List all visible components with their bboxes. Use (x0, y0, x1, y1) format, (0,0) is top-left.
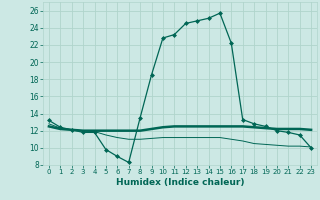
X-axis label: Humidex (Indice chaleur): Humidex (Indice chaleur) (116, 178, 244, 187)
